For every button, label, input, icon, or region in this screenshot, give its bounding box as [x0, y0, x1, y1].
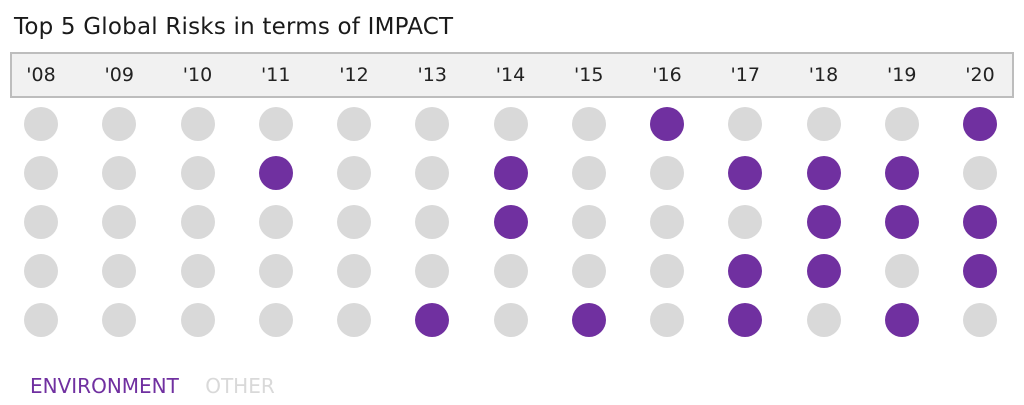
risk-dot-other [337, 107, 371, 141]
risk-dot-other [415, 156, 450, 190]
risk-dot-environment [728, 156, 763, 190]
risk-dot-other [571, 254, 606, 288]
risk-dot-environment [806, 254, 841, 288]
risk-dot-environment [415, 303, 450, 337]
risk-dot-other [337, 205, 371, 239]
year-label: '19 [887, 64, 917, 86]
risk-dot-other [258, 254, 293, 288]
legend-item-environment: ENVIRONMENT [30, 374, 179, 398]
risk-dot-other [650, 303, 684, 337]
year-label: '10 [182, 64, 213, 86]
risk-dot-other [258, 107, 293, 141]
year-label: '09 [104, 64, 134, 86]
risk-dot-other [650, 156, 684, 190]
risk-dot-other [24, 156, 58, 190]
risk-dot-other [337, 254, 371, 288]
risk-dot-other [728, 205, 763, 239]
risk-dot-other [650, 205, 684, 239]
year-label: '20 [965, 64, 995, 86]
risk-dot-other [180, 107, 215, 141]
risk-dot-environment [884, 303, 919, 337]
risk-dot-other [493, 107, 528, 141]
risk-dot-other [24, 254, 58, 288]
risk-dot-other [24, 205, 58, 239]
year-label: '12 [339, 64, 369, 86]
year-label: '15 [574, 64, 604, 86]
risk-dot-other [337, 303, 371, 337]
risk-dot-environment [884, 156, 919, 190]
risk-dot-environment [493, 205, 528, 239]
risk-dot-other [415, 254, 450, 288]
year-label: '17 [730, 64, 760, 86]
risk-dot-other [806, 107, 841, 141]
year-label: '11 [261, 64, 291, 86]
risk-dot-other [180, 303, 215, 337]
risk-dot-environment [258, 156, 293, 190]
risk-dot-other [963, 156, 997, 190]
risk-dot-other [571, 205, 606, 239]
risk-dot-other [493, 303, 528, 337]
risk-dot-other [24, 303, 58, 337]
risk-dot-other [415, 205, 450, 239]
risk-dot-other [258, 303, 293, 337]
risk-dot-other [884, 107, 919, 141]
year-label: '16 [652, 64, 682, 86]
risk-dot-environment [963, 107, 997, 141]
risk-dot-other [102, 254, 137, 288]
risk-dot-other [180, 205, 215, 239]
risk-dot-environment [963, 205, 997, 239]
year-label: '13 [417, 64, 447, 86]
risk-dot-other [650, 254, 684, 288]
legend-item-other: OTHER [205, 374, 275, 398]
risk-dot-environment [571, 303, 606, 337]
risk-dot-other [493, 254, 528, 288]
risk-dot-other [180, 156, 215, 190]
risk-dot-environment [884, 205, 919, 239]
risk-dot-environment [493, 156, 528, 190]
risk-dot-environment [806, 156, 841, 190]
risk-dot-other [102, 156, 137, 190]
chart-title: Top 5 Global Risks in terms of IMPACT [14, 14, 454, 40]
risk-dot-other [806, 303, 841, 337]
risk-dot-other [571, 156, 606, 190]
risk-dot-environment [728, 254, 763, 288]
year-label: '18 [808, 64, 839, 86]
year-label: '14 [495, 64, 526, 86]
year-axis-bar [10, 52, 1014, 98]
year-label: '08 [26, 64, 56, 86]
risk-dot-other [337, 156, 371, 190]
risk-dot-other [728, 107, 763, 141]
risk-dot-other [102, 107, 137, 141]
risk-dot-environment [728, 303, 763, 337]
risk-dot-other [415, 107, 450, 141]
risk-dot-environment [650, 107, 684, 141]
risk-dot-other [180, 254, 215, 288]
risk-dot-environment [963, 254, 997, 288]
risk-dot-other [884, 254, 919, 288]
risk-dot-other [258, 205, 293, 239]
risk-dot-other [571, 107, 606, 141]
risk-dot-environment [806, 205, 841, 239]
risk-dot-other [102, 303, 137, 337]
risk-dot-other [24, 107, 58, 141]
risk-dot-other [102, 205, 137, 239]
legend: ENVIRONMENT OTHER [30, 374, 295, 398]
risk-dot-other [963, 303, 997, 337]
